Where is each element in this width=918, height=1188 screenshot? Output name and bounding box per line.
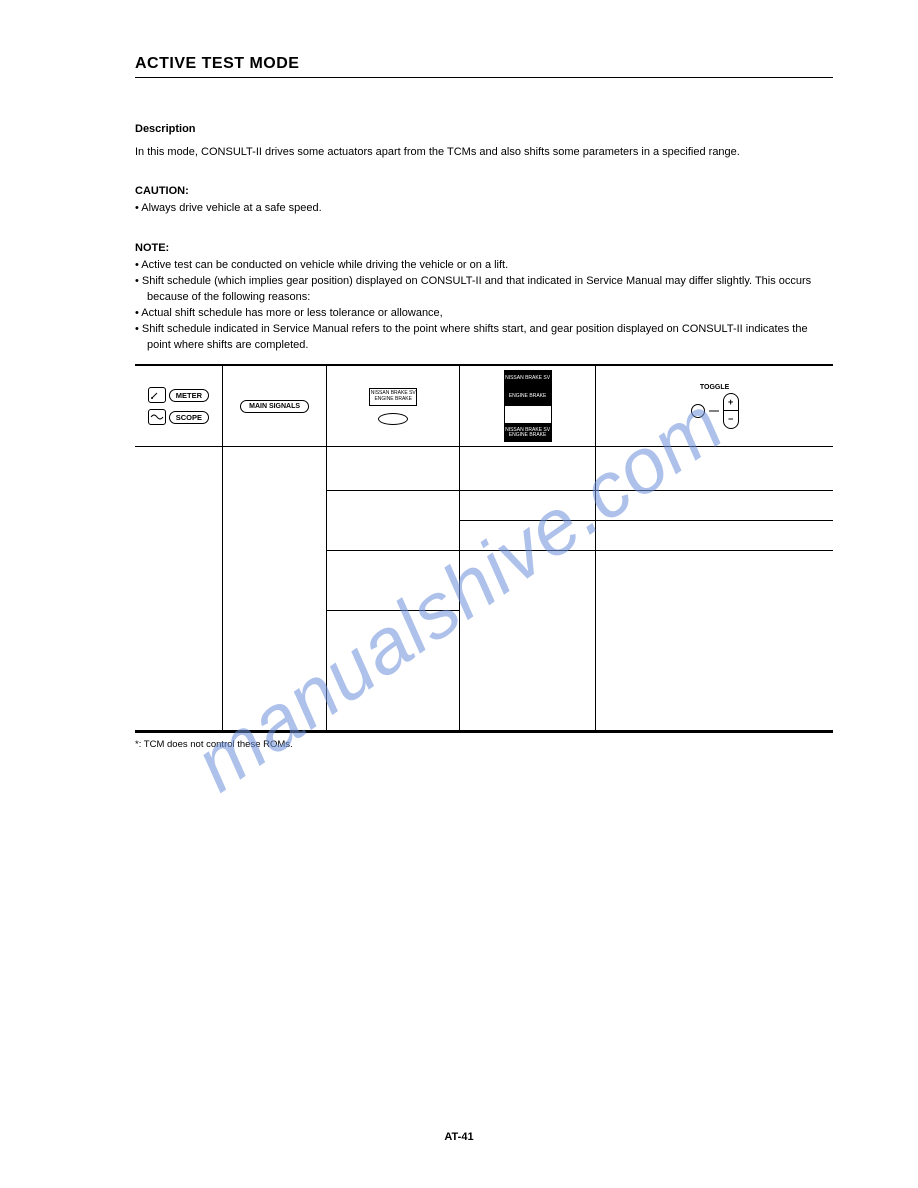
note-item-2: • Shift schedule (which implies gear pos…	[135, 274, 833, 306]
header-cell-toggle: TOGGLE + −	[596, 365, 833, 447]
note-section: NOTE: • Active test can be conducted on …	[135, 242, 833, 354]
description-label: Description	[135, 123, 833, 135]
header-cell-pill: MAIN SIGNALS	[222, 365, 327, 447]
cell-cold-hot	[460, 491, 596, 521]
main-signals-cell	[222, 447, 327, 731]
main-table-bottom	[135, 731, 833, 733]
cell-change-engine	[596, 447, 833, 491]
cell-mid-1	[327, 551, 460, 611]
cell-onoff	[460, 447, 596, 491]
header-section: ACTIVE TEST MODE	[135, 55, 833, 78]
meter-label: METER	[169, 389, 209, 402]
caution-label: CAUTION:	[135, 185, 833, 197]
description-section: Description In this mode, CONSULT-II dri…	[135, 123, 833, 160]
caution-section: CAUTION: • Always drive vehicle at a saf…	[135, 185, 833, 217]
note-item-1: • Active test can be conducted on vehicl…	[135, 258, 833, 274]
scope-label: SCOPE	[169, 411, 209, 424]
scope-icon	[148, 409, 166, 425]
note-label: NOTE:	[135, 242, 833, 254]
filled-box-1: NISSAN BRAKE SV	[504, 370, 552, 388]
header-rule	[135, 77, 833, 78]
row-label-cell	[135, 447, 222, 731]
toggle-circle-icon	[691, 404, 705, 418]
cell-engine-brake	[327, 447, 460, 491]
cell-gear-shift	[596, 551, 833, 731]
caution-item: • Always drive vehicle at a safe speed.	[135, 201, 833, 217]
description-text: In this mode, CONSULT-II drives some act…	[135, 145, 833, 160]
cell-genr-shift	[327, 491, 460, 551]
page-title: ACTIVE TEST MODE	[135, 55, 833, 73]
note-item-4: • Shift schedule indicated in Service Ma…	[135, 322, 833, 354]
footnote: *: TCM does not control these ROMs.	[135, 739, 833, 750]
main-signals-pill: MAIN SIGNALS	[240, 400, 309, 413]
cell-sets-shift	[596, 491, 833, 521]
header-cell-multi-box: NISSAN BRAKE SV ENGINE BRAKE NISSAN BRAK…	[460, 365, 596, 447]
cell-blank-1	[460, 521, 596, 551]
toggle-label: TOGGLE	[700, 384, 729, 391]
cell-cancels	[596, 521, 833, 551]
page-container: ACTIVE TEST MODE Description In this mod…	[0, 0, 918, 805]
cell-mid-2	[460, 551, 596, 731]
toggle-pill-icon: + −	[723, 393, 739, 429]
meter-icon	[148, 387, 166, 403]
empty-box	[504, 406, 552, 424]
main-table: METER SCOPE MAIN SIGNALS	[135, 364, 833, 732]
header-cell-single-box: NISSAN BRAKE SV ENGINE BRAKE	[327, 365, 460, 447]
note-item-3: • Actual shift schedule has more or less…	[135, 306, 833, 322]
page-number: AT-41	[0, 1131, 918, 1143]
display-box-icon: NISSAN BRAKE SV ENGINE BRAKE	[369, 388, 417, 406]
header-cell-meter-scope: METER SCOPE	[135, 365, 222, 447]
filled-box-2: ENGINE BRAKE	[504, 388, 552, 406]
oval-icon	[378, 413, 408, 425]
filled-box-3: NISSAN BRAKE SVENGINE BRAKE	[504, 424, 552, 442]
cell-bottom-1	[327, 611, 460, 731]
